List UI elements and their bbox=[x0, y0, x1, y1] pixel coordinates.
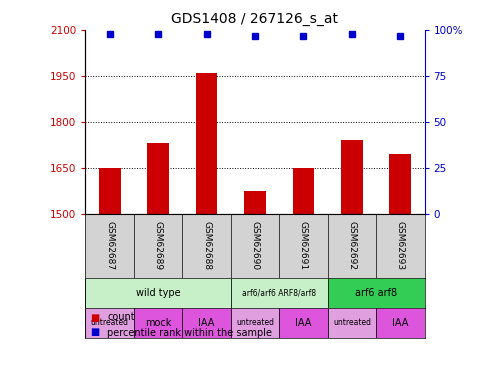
Text: arf6/arf6 ARF8/arf8: arf6/arf6 ARF8/arf8 bbox=[242, 288, 316, 297]
Text: GSM62692: GSM62692 bbox=[347, 221, 356, 270]
Bar bbox=[292, 168, 314, 214]
Text: GSM62693: GSM62693 bbox=[396, 221, 405, 270]
Text: untreated: untreated bbox=[91, 318, 129, 327]
Bar bbox=[183, 308, 231, 338]
Text: count: count bbox=[107, 312, 135, 322]
Text: GSM62689: GSM62689 bbox=[154, 221, 163, 270]
Bar bbox=[196, 73, 218, 214]
Bar bbox=[85, 308, 134, 338]
Text: GSM62691: GSM62691 bbox=[299, 221, 308, 270]
Bar bbox=[279, 308, 327, 338]
Text: untreated: untreated bbox=[236, 318, 274, 327]
Bar bbox=[389, 154, 411, 214]
Text: IAA: IAA bbox=[198, 318, 215, 327]
Text: IAA: IAA bbox=[295, 318, 312, 327]
Bar bbox=[376, 308, 425, 338]
Bar bbox=[244, 191, 266, 214]
Title: GDS1408 / 267126_s_at: GDS1408 / 267126_s_at bbox=[171, 12, 339, 26]
Text: GSM62690: GSM62690 bbox=[250, 221, 260, 270]
Text: wild type: wild type bbox=[136, 288, 181, 297]
Text: ■: ■ bbox=[90, 312, 100, 322]
Text: GSM62687: GSM62687 bbox=[105, 221, 114, 270]
Bar bbox=[327, 308, 376, 338]
Text: percentile rank within the sample: percentile rank within the sample bbox=[107, 327, 272, 338]
Bar bbox=[147, 143, 169, 214]
Text: GSM62688: GSM62688 bbox=[202, 221, 211, 270]
Bar bbox=[231, 278, 327, 308]
Bar bbox=[134, 308, 183, 338]
Text: IAA: IAA bbox=[392, 318, 408, 327]
Bar bbox=[99, 168, 121, 214]
Text: arf6 arf8: arf6 arf8 bbox=[355, 288, 397, 297]
Text: untreated: untreated bbox=[333, 318, 371, 327]
Text: mock: mock bbox=[145, 318, 171, 327]
Bar bbox=[85, 278, 231, 308]
Text: ■: ■ bbox=[90, 327, 100, 338]
Bar bbox=[341, 140, 363, 214]
Bar bbox=[231, 308, 279, 338]
Bar bbox=[327, 278, 425, 308]
